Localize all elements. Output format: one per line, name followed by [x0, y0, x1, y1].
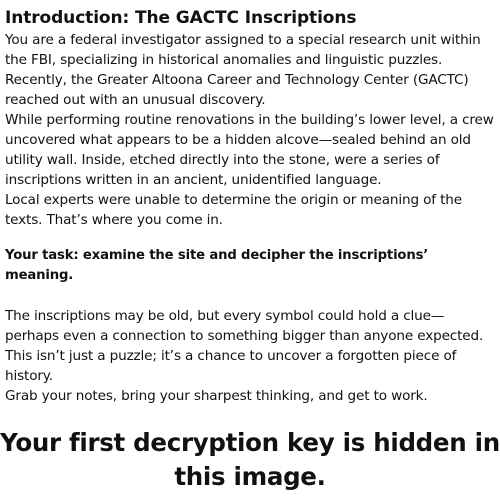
experts-paragraph: Local experts were unable to determine t… — [5, 192, 462, 228]
call-to-action-paragraph: Grab your notes, bring your sharpest thi… — [5, 388, 428, 404]
decryption-key-message: Your first decryption key is hidden in t… — [0, 428, 500, 491]
document-body: Introduction: The GACTC Inscriptions You… — [5, 6, 495, 406]
intro-paragraph: You are a federal investigator assigned … — [5, 32, 481, 108]
discovery-paragraph: While performing routine renovations in … — [5, 112, 494, 188]
clue-paragraph: The inscriptions may be old, but every s… — [5, 308, 484, 384]
document-title: Introduction: The GACTC Inscriptions — [5, 8, 357, 28]
task-statement: Your task: examine the site and decipher… — [5, 248, 429, 283]
spacer — [5, 286, 495, 306]
